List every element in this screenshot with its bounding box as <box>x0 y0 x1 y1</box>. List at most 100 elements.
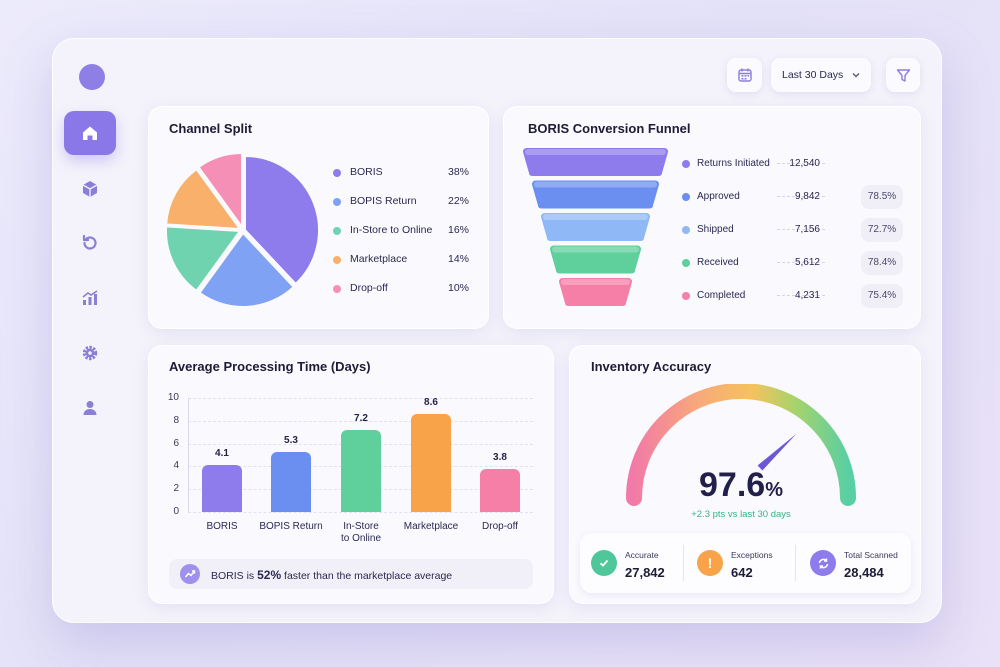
legend-dot <box>333 285 341 293</box>
grid-line <box>188 512 533 513</box>
insight-text: BORIS is 52% faster than the marketplace… <box>211 568 452 582</box>
user-icon <box>83 401 97 415</box>
funnel-label: Returns Initiated <box>697 158 770 169</box>
stat-exceptions-label: Exceptions <box>731 550 773 560</box>
bar-value-label: 5.3 <box>284 434 298 446</box>
funnel-dot <box>682 259 690 267</box>
x-category-label: In-Store to Online <box>340 521 382 544</box>
funnel-row: Completed 4,231 75.4% <box>682 284 904 308</box>
funnel-label: Received <box>697 257 739 268</box>
funnel-highlight <box>543 214 648 220</box>
funnel-stage-3 <box>550 245 641 274</box>
funnel-rate: 75.4% <box>861 284 903 308</box>
y-tick: 10 <box>167 392 179 403</box>
legend-dot <box>333 169 341 177</box>
y-tick: 0 <box>173 506 179 517</box>
funnel-highlight <box>552 246 639 253</box>
analytics-icon <box>82 290 98 305</box>
funnel-rate: 78.5% <box>861 185 903 209</box>
bar-value-label: 3.8 <box>493 451 507 463</box>
filter-button[interactable] <box>886 58 920 92</box>
legend-value: 14% <box>447 253 469 265</box>
accuracy-gauge <box>626 384 856 506</box>
funnel-row: Returns Initiated 12,540 <box>682 152 904 176</box>
funnel-stage-2 <box>541 213 650 241</box>
legend-row: Marketplace 14% <box>333 252 469 268</box>
funnel-title: BORIS Conversion Funnel <box>528 121 691 136</box>
y-axis-line <box>188 398 189 512</box>
insight-banner: BORIS is 52% faster than the marketplace… <box>169 559 533 589</box>
legend-value: 38% <box>447 166 469 178</box>
nav-analytics[interactable] <box>64 276 116 320</box>
legend-label: Marketplace <box>350 253 408 265</box>
box-icon <box>82 181 98 197</box>
x-category-label: Drop-off <box>482 521 518 532</box>
insight-suffix: faster than the marketplace average <box>281 570 453 582</box>
date-range-label: Last 30 Days <box>782 69 844 81</box>
bar-value-label: 4.1 <box>215 448 229 460</box>
pie-slice-2 <box>165 225 242 293</box>
processing-title: Average Processing Time (Days) <box>169 359 371 374</box>
funnel-stage-1 <box>532 180 659 209</box>
nav-returns[interactable] <box>64 221 116 265</box>
stat-total-scanned-label: Total Scanned <box>844 550 898 560</box>
pie-slice-3 <box>165 167 243 231</box>
stat-total-scanned: Total Scanned 28,484 <box>810 548 910 592</box>
bar-4 <box>480 468 520 512</box>
x-category-label: BOPIS Return <box>259 521 323 532</box>
inventory-stats <box>580 533 911 593</box>
funnel-highlight <box>534 181 657 188</box>
y-tick: 6 <box>173 437 179 449</box>
funnel-row: Shipped 7,156 72.7% <box>682 218 904 242</box>
calendar-icon <box>737 68 752 82</box>
chevron-down-icon <box>852 73 860 78</box>
legend-dot <box>333 256 341 264</box>
nav-home[interactable] <box>64 111 116 155</box>
funnel-highlight <box>525 149 666 155</box>
funnel-highlight <box>561 279 630 285</box>
stat-total-scanned-value: 28,484 <box>844 565 884 580</box>
funnel-dot <box>682 160 690 168</box>
stat-exceptions: ! Exceptions 642 <box>697 548 797 592</box>
funnel-leader <box>777 295 825 296</box>
pie-slice-0 <box>244 154 320 286</box>
stat-exceptions-value: 642 <box>731 565 753 580</box>
bar-value-label: 8.6 <box>424 396 438 408</box>
gauge-value: 97.6 <box>699 466 766 504</box>
pie-slice-1 <box>198 231 296 308</box>
insight-highlight: 52% <box>257 568 282 582</box>
funnel-rate: 72.7% <box>861 218 903 242</box>
bar-value-label: 7.2 <box>354 412 368 424</box>
legend-row: In-Store to Online 16% <box>333 223 469 239</box>
channel-split-pie <box>165 151 320 308</box>
legend-value: 22% <box>447 195 469 207</box>
bar-2 <box>341 429 381 512</box>
legend-label: BOPIS Return <box>350 195 417 207</box>
date-range-select[interactable]: Last 30 Days <box>771 58 871 92</box>
filter-icon <box>896 68 910 82</box>
nav-settings[interactable] <box>64 331 116 375</box>
gear-icon <box>82 345 98 361</box>
y-tick: 4 <box>173 460 179 472</box>
funnel-label: Completed <box>697 290 746 301</box>
logo <box>79 64 105 90</box>
nav-profile[interactable] <box>64 386 116 430</box>
bar-0 <box>202 465 242 512</box>
warning-icon: ! <box>697 550 723 576</box>
funnel-dot <box>682 226 690 234</box>
nav-inventory[interactable] <box>64 167 116 211</box>
gauge-readout: 97.6% <box>681 466 801 505</box>
funnel-dot <box>682 292 690 300</box>
legend-row: Drop-off 10% <box>333 281 469 297</box>
legend-label: Drop-off <box>350 282 388 294</box>
inventory-title: Inventory Accuracy <box>591 359 712 374</box>
funnel-label: Approved <box>697 191 740 202</box>
funnel-leader <box>777 262 825 263</box>
calendar-button[interactable] <box>727 58 762 92</box>
bar-3 <box>411 413 451 512</box>
funnel-stage-4 <box>559 278 632 306</box>
legend-dot <box>333 198 341 206</box>
legend-dot <box>333 227 341 235</box>
x-category-label: Marketplace <box>403 521 459 532</box>
sidebar <box>62 55 118 455</box>
